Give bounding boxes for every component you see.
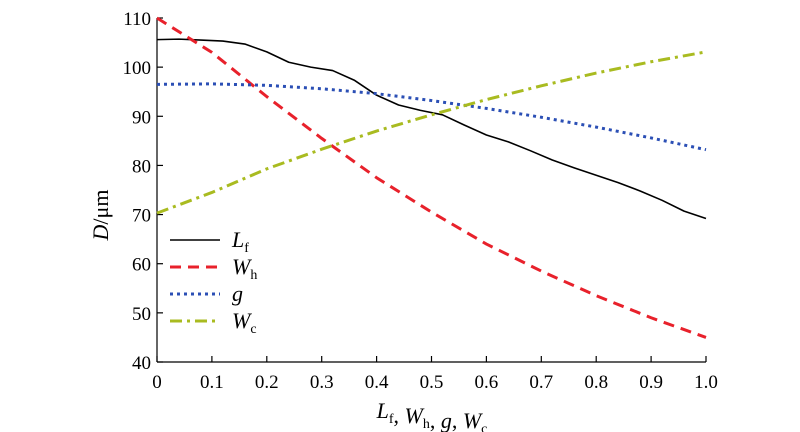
y-tick-label: 90 [132, 107, 151, 128]
x-tick-label: 0.2 [255, 372, 279, 393]
legend-label-Lf: Lf [231, 227, 249, 256]
y-tick-label: 100 [123, 58, 152, 79]
y-tick-label: 110 [123, 9, 151, 30]
series-line-g [156, 82, 707, 152]
legend-label-Wc: Wc [232, 308, 257, 337]
x-tick-label: 0.6 [475, 372, 499, 393]
x-axis-title: Lf, Wh, g, Wc [376, 398, 488, 432]
x-tick-label: 0.4 [365, 372, 389, 393]
y-axis: 40 50 60 70 80 90 100 110 [123, 9, 163, 374]
x-tick-label: 0.7 [529, 372, 553, 393]
x-axis: 0 0.1 0.2 0.3 0.4 0.5 0.6 0.7 0.8 0.9 1.0 [152, 356, 718, 393]
y-tick-label: 60 [132, 255, 151, 276]
x-tick-label: 0.9 [639, 372, 663, 393]
y-axis-title: D/μm [88, 190, 113, 242]
series-line-Wc [156, 50, 707, 215]
series-layer [156, 16, 707, 339]
x-tick-label: 0.3 [310, 372, 334, 393]
series-line-Wh [156, 16, 707, 339]
x-tick-label: 0.8 [584, 372, 608, 393]
x-tick-label: 0.5 [420, 372, 444, 393]
x-tick-label: 1.0 [694, 372, 718, 393]
series-line-Lf [156, 38, 707, 220]
y-tick-label: 40 [132, 353, 151, 374]
legend-label-g: g [232, 281, 243, 306]
y-tick-label: 50 [132, 304, 151, 325]
y-tick-label: 70 [132, 206, 151, 227]
legend-label-Wh: Wh [232, 254, 257, 283]
x-tick-label: 0.1 [200, 372, 224, 393]
x-tick-label: 0 [152, 372, 162, 393]
y-tick-label: 80 [132, 156, 151, 177]
